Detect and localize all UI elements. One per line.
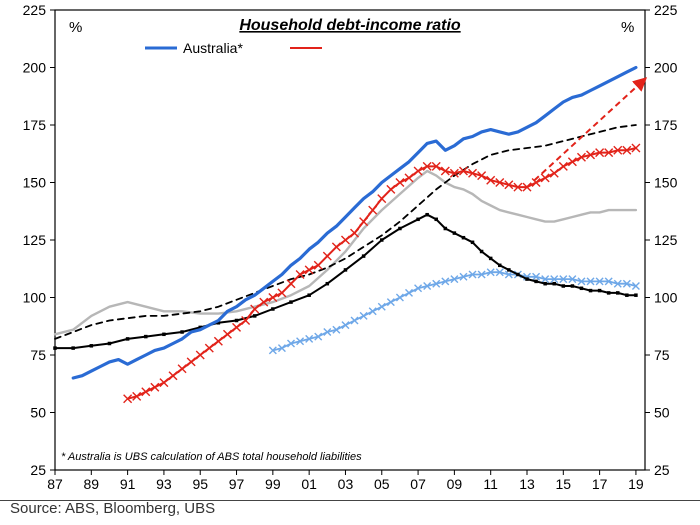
svg-text:%: % (69, 19, 82, 36)
series-nz (128, 148, 636, 399)
svg-text:95: 95 (192, 476, 208, 492)
svg-text:25: 25 (30, 462, 46, 478)
svg-text:05: 05 (374, 476, 390, 492)
svg-text:91: 91 (120, 476, 136, 492)
svg-text:* Australia is UBS calculation: * Australia is UBS calculation of ABS to… (61, 451, 362, 463)
svg-text:150: 150 (654, 175, 678, 191)
legend-australia: Australia* (183, 40, 243, 56)
series-uk (55, 171, 636, 334)
svg-text:11: 11 (483, 476, 498, 492)
svg-text:93: 93 (156, 476, 172, 492)
chart-title: Household debt-income ratio (239, 17, 461, 34)
svg-text:25: 25 (654, 462, 670, 478)
svg-text:225: 225 (23, 2, 47, 18)
svg-text:125: 125 (654, 232, 678, 248)
svg-text:01: 01 (301, 476, 317, 492)
svg-text:15: 15 (556, 476, 572, 492)
svg-text:200: 200 (654, 60, 678, 76)
svg-text:13: 13 (519, 476, 535, 492)
svg-text:99: 99 (265, 476, 281, 492)
svg-text:50: 50 (30, 405, 46, 421)
svg-text:100: 100 (23, 290, 47, 306)
svg-text:87: 87 (47, 476, 63, 492)
svg-text:50: 50 (654, 405, 670, 421)
svg-text:75: 75 (30, 347, 46, 363)
svg-text:175: 175 (654, 117, 678, 133)
svg-text:19: 19 (628, 476, 644, 492)
chart-container: 25 25 50 50 75 75 100 100 125 125 150 150 175 175 200 2… (0, 0, 700, 525)
svg-text:125: 125 (23, 232, 47, 248)
series-us (55, 215, 636, 348)
source-label: Source: ABS, Bloomberg, UBS (10, 500, 215, 517)
svg-text:75: 75 (654, 347, 670, 363)
svg-text:150: 150 (23, 175, 47, 191)
svg-text:89: 89 (84, 476, 100, 492)
svg-text:17: 17 (592, 476, 608, 492)
svg-text:%: % (621, 19, 634, 36)
svg-text:03: 03 (338, 476, 354, 492)
svg-text:97: 97 (229, 476, 245, 492)
svg-text:200: 200 (23, 60, 47, 76)
chart-svg: 25 25 50 50 75 75 100 100 125 125 150 150 175 175 200 2… (0, 0, 700, 492)
svg-text:09: 09 (447, 476, 463, 492)
svg-text:100: 100 (654, 290, 678, 306)
svg-text:225: 225 (654, 2, 678, 18)
svg-text:175: 175 (23, 117, 47, 133)
svg-text:07: 07 (410, 476, 426, 492)
